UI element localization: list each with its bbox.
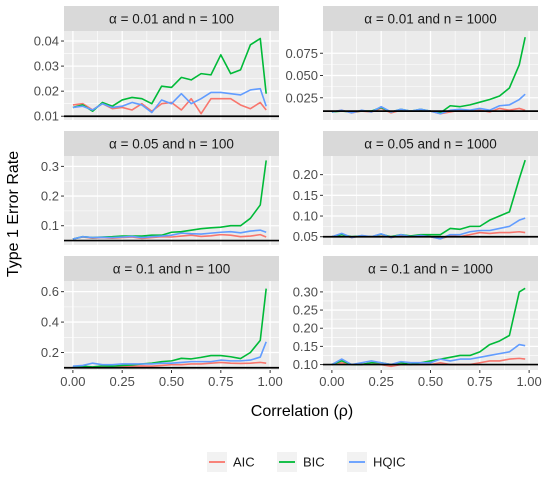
y-tick-label: 0.050 [285,68,318,83]
series-line-bic [72,37,267,113]
y-tick-label: 0.025 [285,90,318,105]
series-line-hqic [72,341,267,367]
y-tick-label: 0.20 [293,321,318,336]
panel-strip [323,131,538,156]
y-tick-label: 0.075 [285,46,318,61]
series-line-hqic [72,87,267,114]
legend: AIC BIC HQIC [207,452,406,472]
x-tick-label: 0.75 [208,374,233,389]
panel-strip [64,6,279,31]
y-tick-label: 0.02 [34,84,59,99]
y-tick-label: 0.2 [41,345,59,360]
x-tick-label: 1.00 [516,374,541,389]
x-tick-label: 0.50 [418,374,443,389]
y-tick-label: 0.05 [293,229,318,244]
panel-1: α = 0.01 and n = 100 0.01 0.02 0.03 0.04 [34,6,279,124]
x-tick-label: 1.00 [257,374,282,389]
x-tick-label: 0.00 [60,374,85,389]
panel-strip [323,256,538,281]
series-line-hqic [72,229,267,240]
y-tick-label: 0.20 [293,167,318,182]
legend-label: BIC [303,455,325,470]
y-tick-label: 0.10 [293,209,318,224]
y-tick-label: 0.30 [293,284,318,299]
panel-4: α = 0.05 and n = 1000 0.05 0.10 0.15 0.20 [293,131,538,245]
y-tick-label: 0.04 [34,34,59,49]
panel-5: α = 0.1 and n = 100 0.2 0.4 0.6 0.00 0.25 0.50… [41,256,283,389]
series-line-hqic [331,343,526,366]
panel-title: α = 0.1 and n = 1000 [368,262,493,277]
y-tick-label: 0.25 [293,303,318,318]
x-tick-label: 0.25 [110,374,135,389]
legend-item-aic: AIC [207,452,255,472]
x-tick-label: 0.00 [319,374,344,389]
panel-3: α = 0.05 and n = 100 0.1 0.2 0.3 [41,131,279,245]
legend-item-hqic: HQIC [347,452,406,472]
y-axis-label: Type 1 Error Rate [5,151,22,277]
panel-strip [64,256,279,281]
x-axis-label: Correlation (ρ) [251,403,353,420]
y-tick-label: 0.4 [41,315,59,330]
y-tick-label: 0.15 [293,339,318,354]
panel-title: α = 0.05 and n = 100 [109,137,234,152]
panel-title: α = 0.05 and n = 1000 [364,137,496,152]
panel-title: α = 0.1 and n = 100 [113,262,230,277]
x-tick-label: 0.25 [369,374,394,389]
series-line-bic [72,288,267,368]
panel-6: α = 0.1 and n = 1000 0.10 0.15 0.20 0.25 0.30… [293,256,542,389]
panel-2: α = 0.01 and n = 1000 0.025 0.050 0.075 [285,6,538,120]
y-tick-label: 0.01 [34,109,59,124]
y-tick-label: 0.6 [41,284,59,299]
legend-item-bic: BIC [277,452,325,472]
y-tick-label: 0.3 [41,159,59,174]
panel-title: α = 0.01 and n = 100 [109,12,234,27]
panel-strip [64,131,279,156]
legend-label: HQIC [373,455,406,470]
y-tick-label: 0.1 [41,218,59,233]
panel-title: α = 0.01 and n = 1000 [364,12,496,27]
x-tick-label: 0.50 [159,374,184,389]
y-tick-label: 0.15 [293,188,318,203]
panel-strip [323,6,538,31]
x-tick-label: 0.75 [467,374,492,389]
y-tick-label: 0.2 [41,189,59,204]
y-tick-label: 0.03 [34,59,59,74]
legend-label: AIC [233,455,255,470]
y-tick-label: 0.10 [293,357,318,372]
